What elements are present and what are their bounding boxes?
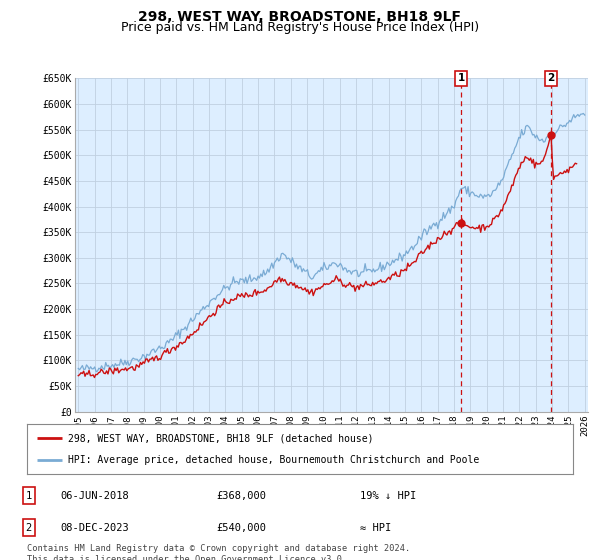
Text: 06-JUN-2018: 06-JUN-2018: [60, 491, 129, 501]
Text: 298, WEST WAY, BROADSTONE, BH18 9LF: 298, WEST WAY, BROADSTONE, BH18 9LF: [139, 10, 461, 24]
Text: 2: 2: [547, 73, 554, 83]
Text: Price paid vs. HM Land Registry's House Price Index (HPI): Price paid vs. HM Land Registry's House …: [121, 21, 479, 34]
Text: ≈ HPI: ≈ HPI: [360, 522, 391, 533]
Text: 298, WEST WAY, BROADSTONE, BH18 9LF (detached house): 298, WEST WAY, BROADSTONE, BH18 9LF (det…: [68, 433, 373, 443]
Text: 2: 2: [26, 522, 32, 533]
Text: Contains HM Land Registry data © Crown copyright and database right 2024.
This d: Contains HM Land Registry data © Crown c…: [27, 544, 410, 560]
Text: 1: 1: [26, 491, 32, 501]
Text: £368,000: £368,000: [216, 491, 266, 501]
Text: 08-DEC-2023: 08-DEC-2023: [60, 522, 129, 533]
Text: 19% ↓ HPI: 19% ↓ HPI: [360, 491, 416, 501]
Text: 1: 1: [457, 73, 464, 83]
Text: HPI: Average price, detached house, Bournemouth Christchurch and Poole: HPI: Average price, detached house, Bour…: [68, 455, 479, 465]
Text: £540,000: £540,000: [216, 522, 266, 533]
